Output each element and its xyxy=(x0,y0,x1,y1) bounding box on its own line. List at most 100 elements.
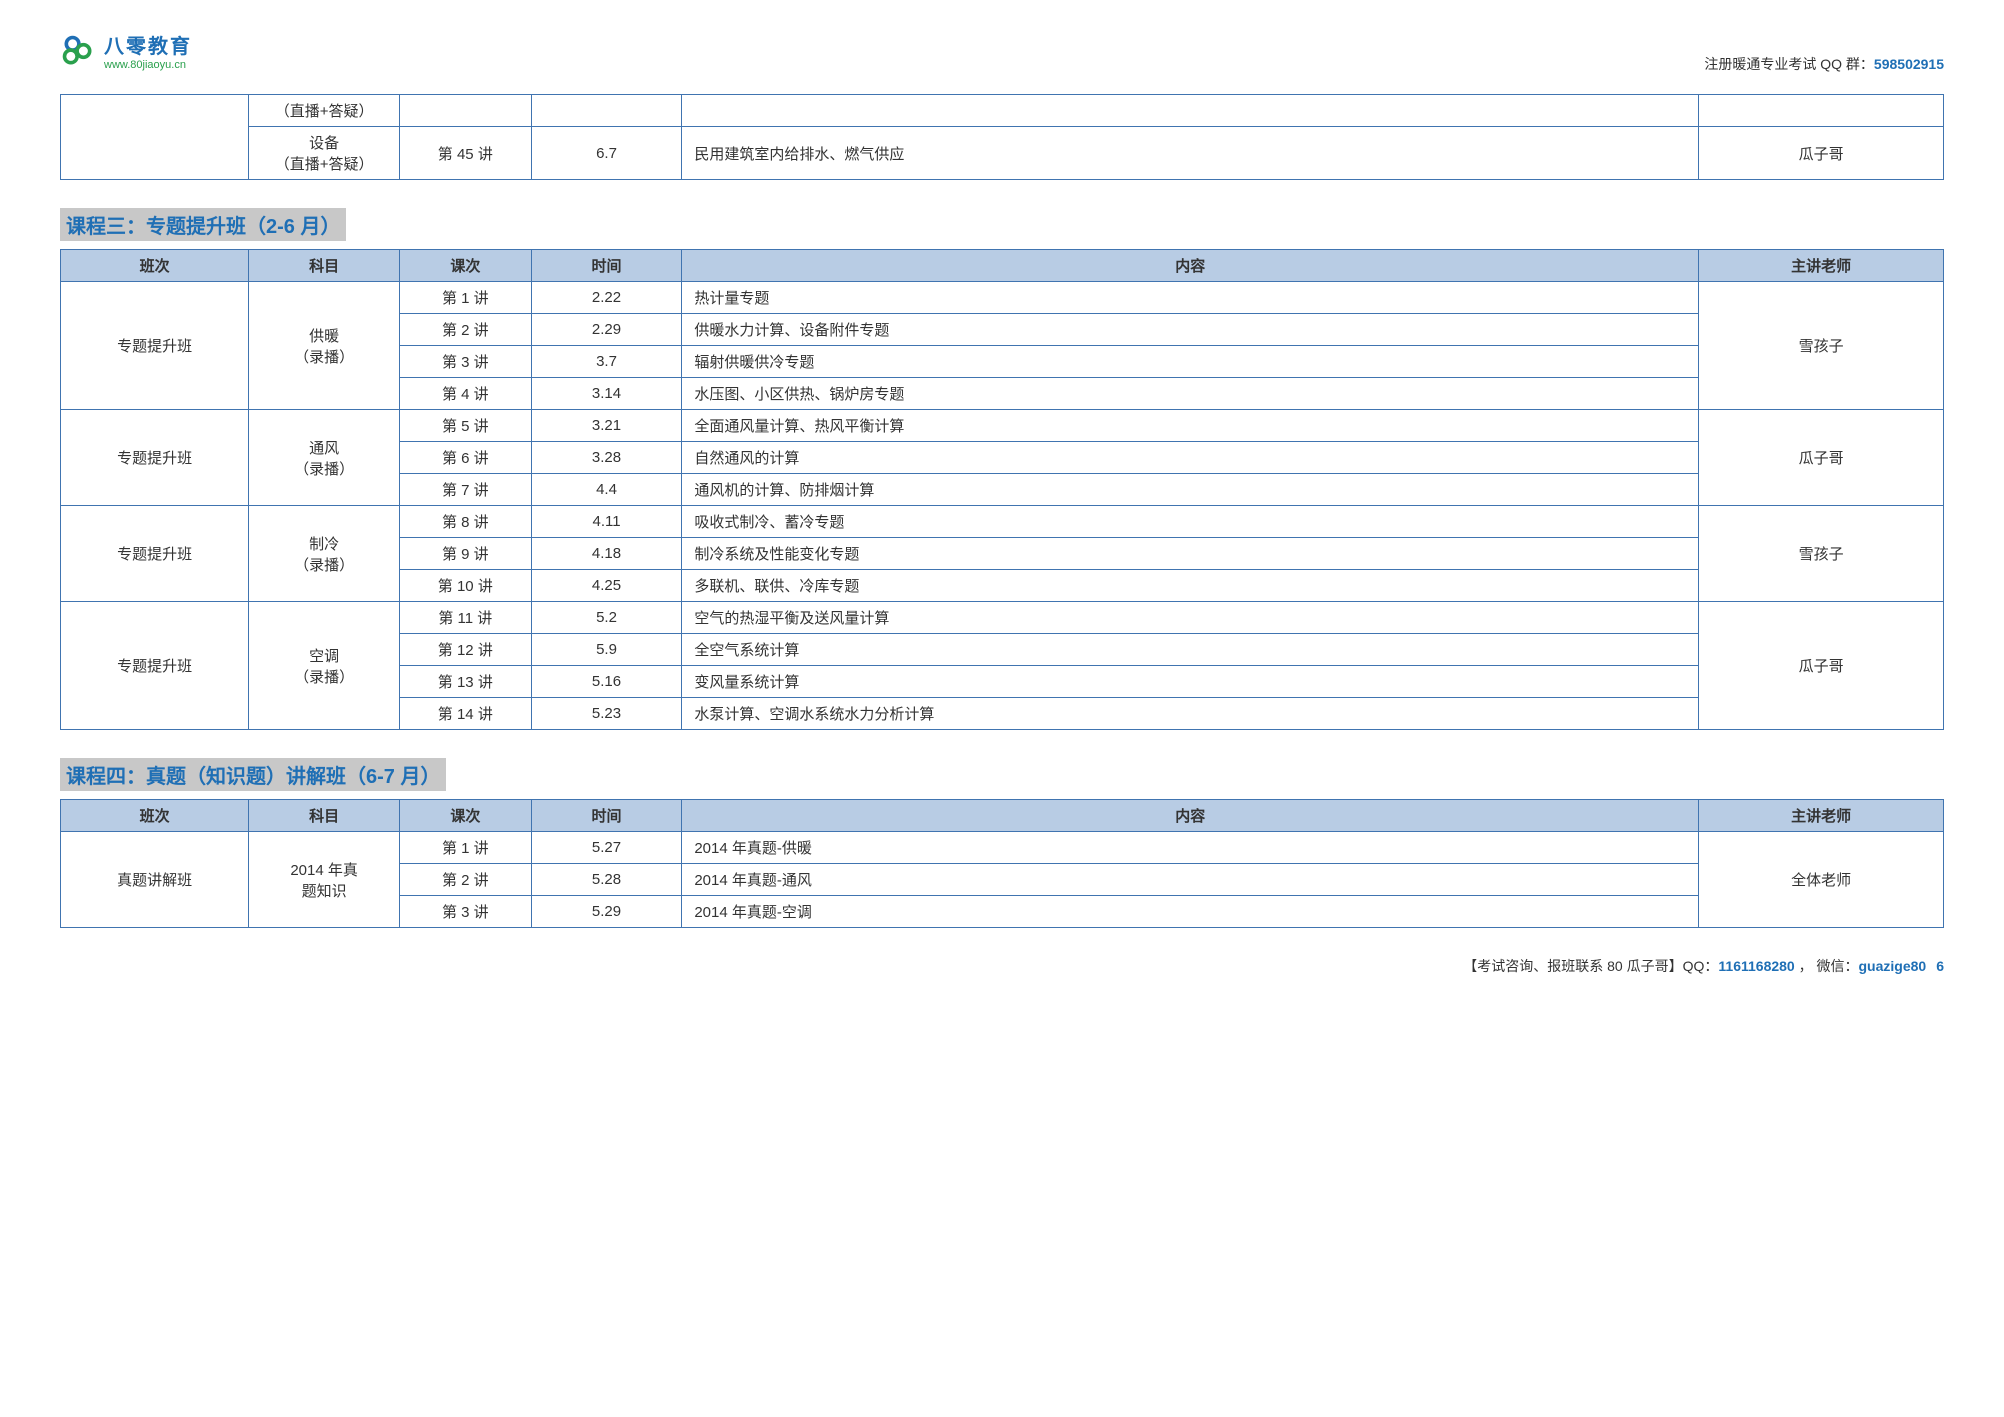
content-cell: 辐射供暖供冷专题 xyxy=(682,346,1699,378)
lesson-cell: 第 2 讲 xyxy=(399,864,531,896)
col-class: 班次 xyxy=(61,250,249,282)
lesson-cell: 第 5 讲 xyxy=(399,410,531,442)
col-content: 内容 xyxy=(682,250,1699,282)
teacher-cell: 瓜子哥 xyxy=(1699,602,1944,730)
table-row: 专题提升班供暖（录播）第 1 讲2.22热计量专题雪孩子 xyxy=(61,282,1944,314)
class-cell xyxy=(61,95,249,180)
content-cell: 热计量专题 xyxy=(682,282,1699,314)
lesson-cell: 第 10 讲 xyxy=(399,570,531,602)
section4-title: 课程四：真题（知识题）讲解班（6-7 月） xyxy=(60,758,446,791)
col-lesson: 课次 xyxy=(399,250,531,282)
logo-url: www.80jiaoyu.cn xyxy=(104,59,192,71)
lesson-cell: 第 2 讲 xyxy=(399,314,531,346)
content-cell: 水压图、小区供热、锅炉房专题 xyxy=(682,378,1699,410)
time-cell: 4.18 xyxy=(531,538,682,570)
content-cell: 多联机、联供、冷库专题 xyxy=(682,570,1699,602)
time-cell xyxy=(531,95,682,127)
qq-group-number: 598502915 xyxy=(1874,56,1944,72)
table-header-row: 班次 科目 课次 时间 内容 主讲老师 xyxy=(61,250,1944,282)
class-cell: 专题提升班 xyxy=(61,506,249,602)
logo-icon xyxy=(60,33,96,69)
content-cell: 吸收式制冷、蓄冷专题 xyxy=(682,506,1699,538)
lesson-cell: 第 6 讲 xyxy=(399,442,531,474)
table-row: 专题提升班制冷（录播）第 8 讲4.11吸收式制冷、蓄冷专题雪孩子 xyxy=(61,506,1944,538)
page-footer: 【考试咨询、报班联系 80 瓜子哥】QQ：1161168280 ， 微信：gua… xyxy=(60,956,1944,976)
footer-prefix: 【考试咨询、报班联系 80 瓜子哥】QQ： xyxy=(1463,958,1718,974)
content-cell: 空气的热湿平衡及送风量计算 xyxy=(682,602,1699,634)
content-cell: 2014 年真题-空调 xyxy=(682,896,1699,928)
subject-cell: 2014 年真题知识 xyxy=(249,832,400,928)
lesson-cell: 第 45 讲 xyxy=(399,127,531,180)
lesson-cell: 第 12 讲 xyxy=(399,634,531,666)
col-class: 班次 xyxy=(61,800,249,832)
section4-table: 班次 科目 课次 时间 内容 主讲老师 真题讲解班2014 年真题知识第 1 讲… xyxy=(60,799,1944,928)
time-cell: 2.29 xyxy=(531,314,682,346)
top-right-info: 注册暖通专业考试 QQ 群：598502915 xyxy=(1704,30,1944,74)
subject-cell: 设备（直播+答疑） xyxy=(249,127,400,180)
table-header-row: 班次 科目 课次 时间 内容 主讲老师 xyxy=(61,800,1944,832)
col-teacher: 主讲老师 xyxy=(1699,250,1944,282)
time-cell: 3.28 xyxy=(531,442,682,474)
footer-wx-label: ， 微信： xyxy=(1795,958,1859,974)
subject-cell: 制冷（录播） xyxy=(249,506,400,602)
lesson-cell: 第 7 讲 xyxy=(399,474,531,506)
lesson-cell: 第 9 讲 xyxy=(399,538,531,570)
section3-title: 课程三：专题提升班（2-6 月） xyxy=(60,208,346,241)
subject-cell: 通风（录播） xyxy=(249,410,400,506)
lesson-cell xyxy=(399,95,531,127)
table-row: 专题提升班通风（录播）第 5 讲3.21全面通风量计算、热风平衡计算瓜子哥 xyxy=(61,410,1944,442)
lesson-cell: 第 8 讲 xyxy=(399,506,531,538)
subject-cell: 空调（录播） xyxy=(249,602,400,730)
col-content: 内容 xyxy=(682,800,1699,832)
page-header: 八零教育 www.80jiaoyu.cn 注册暖通专业考试 QQ 群：59850… xyxy=(60,30,1944,74)
qq-group-label: 注册暖通专业考试 QQ 群： xyxy=(1704,56,1874,72)
content-cell: 通风机的计算、防排烟计算 xyxy=(682,474,1699,506)
col-teacher: 主讲老师 xyxy=(1699,800,1944,832)
time-cell: 3.7 xyxy=(531,346,682,378)
time-cell: 2.22 xyxy=(531,282,682,314)
class-cell: 真题讲解班 xyxy=(61,832,249,928)
content-cell: 2014 年真题-通风 xyxy=(682,864,1699,896)
section3-table: 班次 科目 课次 时间 内容 主讲老师 专题提升班供暖（录播）第 1 讲2.22… xyxy=(60,249,1944,730)
content-cell: 民用建筑室内给排水、燃气供应 xyxy=(682,127,1699,180)
teacher-cell: 雪孩子 xyxy=(1699,506,1944,602)
content-cell xyxy=(682,95,1699,127)
content-cell: 自然通风的计算 xyxy=(682,442,1699,474)
teacher-cell: 雪孩子 xyxy=(1699,282,1944,410)
page-number: 6 xyxy=(1936,958,1944,974)
lesson-cell: 第 1 讲 xyxy=(399,282,531,314)
table-row: （直播+答疑） xyxy=(61,95,1944,127)
lesson-cell: 第 14 讲 xyxy=(399,698,531,730)
col-subject: 科目 xyxy=(249,800,400,832)
time-cell: 5.23 xyxy=(531,698,682,730)
lesson-cell: 第 13 讲 xyxy=(399,666,531,698)
teacher-cell: 全体老师 xyxy=(1699,832,1944,928)
class-cell: 专题提升班 xyxy=(61,602,249,730)
col-time: 时间 xyxy=(531,800,682,832)
time-cell: 3.21 xyxy=(531,410,682,442)
time-cell: 5.28 xyxy=(531,864,682,896)
time-cell: 6.7 xyxy=(531,127,682,180)
content-cell: 2014 年真题-供暖 xyxy=(682,832,1699,864)
footer-wx: guazige80 xyxy=(1859,958,1927,974)
content-cell: 全空气系统计算 xyxy=(682,634,1699,666)
logo-title: 八零教育 xyxy=(104,30,192,59)
lesson-cell: 第 11 讲 xyxy=(399,602,531,634)
footer-qq: 1161168280 xyxy=(1718,958,1794,974)
teacher-cell: 瓜子哥 xyxy=(1699,410,1944,506)
subject-cell: （直播+答疑） xyxy=(249,95,400,127)
content-cell: 全面通风量计算、热风平衡计算 xyxy=(682,410,1699,442)
time-cell: 5.9 xyxy=(531,634,682,666)
top-partial-table: （直播+答疑）设备（直播+答疑）第 45 讲6.7民用建筑室内给排水、燃气供应瓜… xyxy=(60,94,1944,180)
table-row: 设备（直播+答疑）第 45 讲6.7民用建筑室内给排水、燃气供应瓜子哥 xyxy=(61,127,1944,180)
content-cell: 供暖水力计算、设备附件专题 xyxy=(682,314,1699,346)
content-cell: 制冷系统及性能变化专题 xyxy=(682,538,1699,570)
col-time: 时间 xyxy=(531,250,682,282)
time-cell: 4.11 xyxy=(531,506,682,538)
col-lesson: 课次 xyxy=(399,800,531,832)
lesson-cell: 第 4 讲 xyxy=(399,378,531,410)
time-cell: 5.27 xyxy=(531,832,682,864)
logo: 八零教育 www.80jiaoyu.cn xyxy=(60,30,192,71)
lesson-cell: 第 1 讲 xyxy=(399,832,531,864)
table-row: 专题提升班空调（录播）第 11 讲5.2空气的热湿平衡及送风量计算瓜子哥 xyxy=(61,602,1944,634)
